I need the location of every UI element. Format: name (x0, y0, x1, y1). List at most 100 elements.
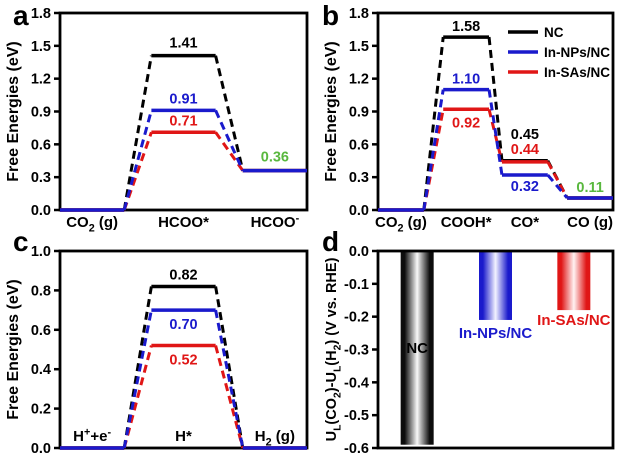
bar-label: In-SAs/NC (537, 312, 611, 329)
transition-connector (122, 309, 153, 449)
transition-connector (214, 131, 245, 172)
y-tick-label: -0.3 (344, 343, 369, 359)
transition-connector (122, 131, 153, 211)
bar (479, 251, 512, 320)
energy-value-label: 0.70 (169, 317, 197, 333)
category-label: CO* (511, 214, 540, 231)
category-label: HCOO* (158, 214, 209, 231)
energy-value-label: 0.32 (511, 179, 539, 195)
plot-frame (376, 11, 615, 212)
series-in-nps-nc (60, 308, 307, 450)
panel-letter-a: a (13, 0, 29, 31)
panel-letter-d: d (322, 226, 340, 257)
energy-value-label: 1.41 (169, 36, 197, 52)
category-label: H++e- (73, 426, 111, 445)
bar (557, 251, 591, 311)
y-tick-label: 0.2 (31, 402, 51, 418)
transition-connector (214, 109, 245, 172)
transition-connector (122, 286, 153, 449)
transition-connector (487, 36, 504, 161)
category-label: COOH* (441, 214, 492, 231)
plot-frame (58, 249, 309, 450)
y-tick-label: -0.6 (344, 441, 369, 457)
energy-value-label: 0.36 (261, 150, 289, 166)
y-tick-label: 0.0 (31, 441, 51, 457)
bar (400, 251, 434, 445)
transition-connector (122, 55, 153, 211)
bar-label: NC (406, 340, 428, 357)
y-tick-label: 1.5 (31, 39, 51, 55)
y-tick-label: 1.8 (31, 6, 51, 22)
energy-value-label: 0.11 (576, 180, 603, 196)
y-tick-label: 0.3 (31, 170, 51, 186)
y-tick-label: 0.0 (349, 203, 369, 219)
bar-label: In-NPs/NC (459, 325, 533, 342)
legend-label: In-SAs/NC (544, 65, 610, 80)
axes: 0.0 0.2 0.4 0.6 0.8 1.0 Free Energies (eV) (5, 244, 309, 457)
category-label: H2 (g) (255, 428, 295, 449)
y-tick-label: 0.6 (31, 323, 51, 339)
panel-letter-b: b (322, 0, 340, 31)
transition-connector (122, 110, 153, 211)
energy-value-label: 0.82 (169, 267, 197, 283)
y-tick-label: -0.2 (344, 310, 369, 326)
y-tick-label: -0.1 (344, 277, 369, 293)
y-tick-label: 0.3 (349, 170, 369, 186)
transition-connector (546, 174, 569, 199)
y-tick-label: 0.0 (31, 203, 51, 219)
y-tick-label: 0.8 (31, 283, 51, 299)
energy-value-label: 0.91 (169, 91, 197, 107)
energy-diagram-hcoo-pathway: 0.0 0.3 0.6 0.9 1.2 1.5 1.8 Free Energies (eV) 1… (5, 6, 309, 235)
legend-label: In-NPs/NC (544, 45, 610, 60)
energy-value-label: 0.92 (452, 115, 480, 131)
transition-connector (546, 161, 569, 199)
transition-connector (422, 89, 445, 211)
category-label: CO (g) (567, 214, 613, 231)
axes: 0.0 -0.1 -0.2 -0.3 -0.4 -0.5 -0.6UL(CO2)-UL(H2… (324, 244, 615, 457)
series-in-nps-nc (378, 87, 613, 212)
axes: 0.0 0.3 0.6 0.9 1.2 1.5 1.8 Free Energies (eV) (323, 6, 615, 219)
y-tick-label: 1.2 (349, 72, 369, 88)
energy-value-label: 0.44 (511, 142, 539, 158)
y-axis-title: Free Energies (eV) (5, 41, 22, 182)
category-label: CO2 (g) (66, 214, 118, 235)
transition-connector (487, 89, 504, 176)
energy-diagram-her-pathway: 0.0 0.2 0.4 0.6 0.8 1.0 Free Energies (eV) 0.82… (5, 244, 309, 457)
y-axis-title: UL(CO2)-UL(H2) (V vs. RHE) (324, 257, 343, 441)
series-in-nps-nc (60, 108, 307, 212)
plot-frame (376, 249, 615, 450)
legend: NC In-NPs/NC In-SAs/NC (508, 25, 610, 80)
plot-frame (58, 11, 309, 212)
y-tick-label: 1.2 (31, 72, 51, 88)
y-tick-label: 1.0 (31, 244, 51, 260)
transition-connector (214, 55, 245, 171)
energy-value-label: 1.58 (452, 19, 480, 35)
y-tick-label: -0.5 (344, 408, 369, 424)
y-axis-title: Free Energies (eV) (5, 279, 22, 420)
y-tick-label: 0.9 (349, 105, 369, 121)
y-tick-label: 1.5 (349, 39, 369, 55)
y-tick-label: -0.4 (344, 375, 369, 391)
category-label: CO2 (g) (375, 214, 427, 235)
y-tick-label: 0.9 (31, 105, 51, 121)
transition-connector (214, 286, 245, 449)
axes: 0.0 0.3 0.6 0.9 1.2 1.5 1.8 Free Energies (eV) (5, 6, 309, 219)
category-label: H* (175, 428, 192, 445)
y-tick-label: 1.8 (349, 6, 369, 22)
panel-letter-c: c (13, 226, 29, 257)
energy-value-label: 0.45 (511, 127, 539, 143)
legend-label: NC (544, 25, 564, 40)
y-tick-label: 0.6 (349, 137, 369, 153)
category-label: HCOO- (251, 212, 300, 231)
y-axis-title: Free Energies (eV) (323, 41, 340, 182)
y-tick-label: 0.4 (31, 362, 51, 378)
transition-connector (214, 309, 245, 449)
y-tick-label: 0.6 (31, 137, 51, 153)
energy-diagram-co-pathway: 0.0 0.3 0.6 0.9 1.2 1.5 1.8 Free Energies (eV) 1… (323, 6, 615, 235)
transition-connector (214, 345, 245, 449)
energy-value-label: 0.71 (169, 113, 197, 129)
y-tick-label: 0.0 (349, 244, 369, 260)
energy-value-label: 0.52 (169, 353, 197, 369)
